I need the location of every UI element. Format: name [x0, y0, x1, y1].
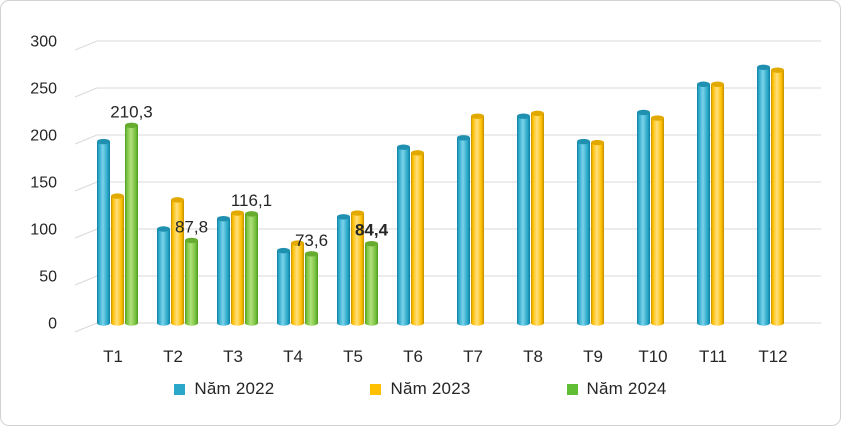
bar-top-n-m-2023-t2 [171, 197, 184, 203]
x-axis-label-t12: T12 [758, 347, 787, 366]
data-label-t1: 210,3 [110, 102, 153, 121]
bar-top-n-m-2023-t10 [651, 115, 664, 121]
bar-top-n-m-2023-t4 [291, 240, 304, 246]
legend-label-2024: Năm 2024 [586, 379, 667, 398]
bar-n-m-2023-t9 [591, 142, 604, 323]
y-tick-label-50: 50 [39, 269, 57, 286]
data-label-t3: 116,1 [231, 191, 272, 210]
gridline-250 [74, 87, 821, 98]
bar-top-n-m-2022-t6 [397, 144, 410, 150]
legend-item-nam-2024: Năm 2024 [566, 379, 667, 399]
bar-n-m-2022-t10 [637, 112, 650, 323]
bar-n-m-2022-t8 [517, 116, 530, 323]
bar-n-m-2024-t5 [365, 243, 378, 323]
bar-n-m-2022-t2 [157, 229, 170, 323]
bar-top-n-m-2022-t3 [217, 215, 230, 222]
bar-n-m-2023-t4 [291, 243, 304, 323]
x-axis-label-t8: T8 [523, 347, 543, 366]
bar-top-n-m-2023-t11 [711, 81, 724, 87]
bar-n-m-2023-t12 [771, 70, 784, 323]
legend-swatch-2022-icon [174, 383, 186, 395]
bar-n-m-2023-t7 [471, 116, 484, 323]
x-axis-label-t4: T4 [283, 347, 303, 366]
bar-top-n-m-2023-t12 [771, 67, 784, 73]
bar-top-n-m-2022-t7 [457, 135, 470, 141]
bar-n-m-2024-t3 [245, 213, 258, 323]
bar-top-n-m-2023-t1 [111, 193, 124, 199]
bar-n-m-2024-t2 [185, 240, 198, 323]
bar-n-m-2024-t1 [125, 125, 138, 324]
bar-top-n-m-2023-t3 [231, 210, 244, 216]
bar-top-n-m-2022-t2 [157, 226, 170, 232]
legend-label-2022: Năm 2022 [194, 379, 275, 398]
x-axis-label-t11: T11 [699, 347, 727, 366]
y-tick-label-100: 100 [30, 222, 57, 239]
bar-n-m-2022-t5 [337, 216, 350, 323]
y-tick-label-250: 250 [30, 81, 57, 98]
bar-n-m-2023-t11 [711, 84, 724, 324]
bar-top-n-m-2024-t1 [125, 122, 138, 129]
bar-n-m-2023-t3 [231, 213, 244, 323]
bar-n-m-2023-t10 [651, 118, 664, 323]
y-tick-label-300: 300 [30, 34, 57, 51]
bar-n-m-2023-t1 [111, 196, 124, 323]
bar-n-m-2023-t6 [411, 152, 424, 323]
x-axis-label-t3: T3 [223, 347, 243, 366]
bar-top-n-m-2022-t12 [757, 64, 770, 71]
bar-n-m-2023-t2 [171, 199, 184, 323]
x-axis-label-t2: T2 [163, 347, 183, 366]
x-axis-label-t1: T1 [103, 347, 123, 366]
bar-top-n-m-2023-t9 [591, 139, 604, 146]
bar-n-m-2023-t5 [351, 213, 364, 323]
legend-item-nam-2023: Năm 2023 [370, 379, 470, 399]
bar-n-m-2022-t11 [697, 84, 710, 324]
bar-n-m-2023-t8 [531, 113, 544, 323]
gridline-300 [74, 40, 821, 51]
bar-top-n-m-2023-t8 [531, 110, 544, 117]
x-axis-label-t6: T6 [403, 347, 423, 366]
bar-n-m-2024-t4 [305, 253, 318, 323]
bar-top-n-m-2024-t5 [365, 240, 378, 247]
chart-legend: Năm 2022 Năm 2023 Năm 2024 [1, 379, 840, 399]
x-axis-label-t7: T7 [463, 347, 483, 366]
y-tick-label-200: 200 [30, 128, 57, 145]
bar-n-m-2022-t9 [577, 141, 590, 323]
y-tick-label-150: 150 [30, 175, 57, 192]
bar-top-n-m-2024-t2 [185, 237, 198, 244]
bar-top-n-m-2022-t4 [277, 247, 290, 254]
x-axis-label-t10: T10 [638, 347, 667, 366]
bar-top-n-m-2022-t10 [637, 109, 650, 116]
legend-swatch-2023-icon [370, 383, 382, 395]
bar-n-m-2022-t4 [277, 250, 290, 323]
legend-label-2023: Năm 2023 [390, 379, 471, 398]
bar-top-n-m-2023-t5 [351, 210, 364, 216]
y-tick-label-0: 0 [48, 316, 57, 333]
bar-top-n-m-2023-t7 [471, 113, 484, 119]
legend-item-nam-2022: Năm 2022 [174, 379, 274, 399]
bar-n-m-2022-t3 [217, 218, 230, 323]
bar-top-n-m-2024-t3 [245, 211, 258, 217]
bar-n-m-2022-t1 [97, 141, 110, 323]
legend-swatch-2024-icon [566, 383, 578, 395]
data-label-t4: 73,6 [295, 231, 328, 250]
data-label-t2: 87,8 [175, 217, 208, 236]
bar-top-n-m-2022-t11 [697, 81, 710, 87]
x-axis-label-t5: T5 [343, 347, 363, 366]
bar-n-m-2022-t7 [457, 137, 470, 323]
bar-top-n-m-2024-t4 [305, 251, 318, 257]
gridline-200 [74, 134, 821, 145]
bar-top-n-m-2022-t1 [97, 138, 110, 145]
bar-top-n-m-2022-t5 [337, 214, 350, 220]
bar-top-n-m-2023-t6 [411, 150, 424, 156]
bar-top-n-m-2022-t8 [517, 113, 530, 119]
bar-n-m-2022-t6 [397, 147, 410, 323]
data-label-t5: 84,4 [355, 221, 389, 240]
x-axis-label-t9: T9 [583, 347, 603, 366]
bar-top-n-m-2022-t9 [577, 138, 590, 145]
bar-n-m-2022-t12 [757, 67, 770, 323]
